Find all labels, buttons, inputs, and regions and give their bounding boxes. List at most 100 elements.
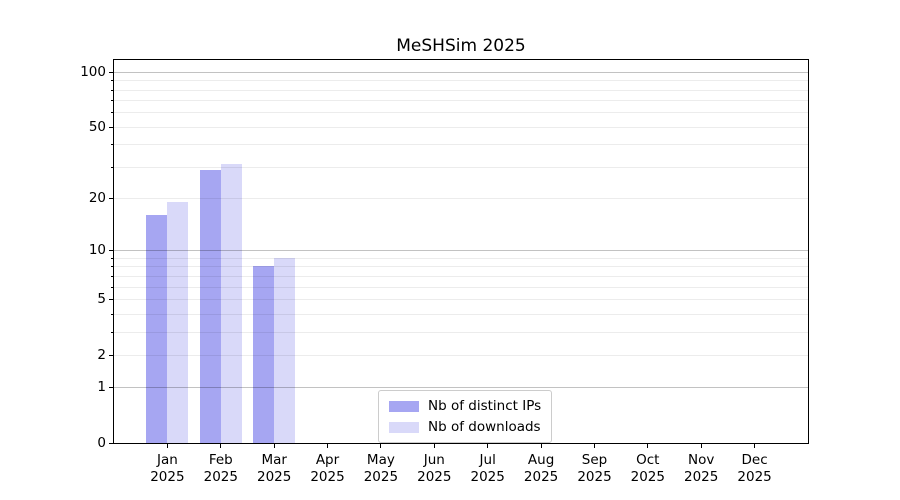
bar-distinct-ips-feb — [199, 169, 221, 443]
x-tick — [540, 443, 542, 448]
legend-item-downloads: Nb of downloads — [389, 419, 541, 435]
chart-title: MeSHSim 2025 — [396, 36, 526, 56]
gridline-minor — [114, 126, 808, 128]
x-tick-month: Feb — [208, 452, 233, 468]
gridline-major — [114, 71, 808, 73]
y-minor-tick — [111, 112, 113, 114]
x-tick-label-jan: Jan 2025 — [132, 452, 202, 486]
x-tick-year: 2025 — [684, 469, 719, 485]
x-tick-label-aug: Aug 2025 — [506, 452, 576, 486]
bar-downloads-feb — [220, 164, 242, 443]
x-tick-month: Sep — [581, 452, 608, 468]
x-tick-month: Oct — [636, 452, 660, 468]
gridline-minor — [114, 100, 808, 102]
y-tick-label: 2 — [97, 346, 106, 363]
gridline-minor — [114, 166, 808, 168]
x-tick-month: Apr — [315, 452, 340, 468]
x-tick-month: Nov — [688, 452, 715, 468]
plot-area: Nb of distinct IPs Nb of downloads — [113, 59, 809, 444]
y-minor-tick — [111, 144, 113, 146]
y-tick-label: 1 — [97, 379, 106, 396]
y-tick-label: 10 — [88, 242, 106, 259]
gridline-minor — [114, 89, 808, 91]
y-tick — [109, 71, 113, 73]
y-tick — [109, 354, 113, 356]
x-tick-year: 2025 — [150, 469, 185, 485]
y-minor-tick — [111, 313, 113, 315]
x-tick-year: 2025 — [203, 469, 238, 485]
legend-swatch-distinct-ips — [389, 400, 419, 412]
bar-downloads-mar — [274, 257, 296, 443]
y-tick-label: 100 — [80, 63, 106, 80]
x-tick-year: 2025 — [257, 469, 292, 485]
legend: Nb of distinct IPs Nb of downloads — [378, 390, 553, 443]
y-minor-tick — [111, 286, 113, 288]
gridline-minor — [114, 275, 808, 277]
gridline-minor — [114, 257, 808, 259]
grid-layer — [114, 60, 808, 443]
x-tick — [380, 443, 382, 448]
y-tick-label: 20 — [88, 190, 106, 207]
x-tick-label-mar: Mar 2025 — [239, 452, 309, 486]
x-tick-label-may: May 2025 — [346, 452, 416, 486]
legend-label-distinct-ips: Nb of distinct IPs — [428, 398, 542, 414]
y-tick — [109, 298, 113, 300]
x-tick — [327, 443, 328, 448]
gridline-minor — [114, 112, 808, 114]
y-minor-tick — [111, 80, 113, 82]
x-tick-year: 2025 — [363, 469, 399, 485]
x-tick — [166, 443, 168, 448]
bar-downloads-jan — [167, 202, 189, 443]
y-tick — [109, 443, 113, 444]
y-tick — [109, 250, 113, 252]
gridline-minor — [114, 80, 808, 82]
gridline-minor — [114, 354, 808, 356]
y-minor-tick — [111, 166, 113, 168]
x-tick — [220, 443, 222, 448]
gridline-minor — [114, 198, 808, 200]
y-tick — [109, 126, 113, 128]
legend-item-distinct-ips: Nb of distinct IPs — [389, 398, 541, 414]
x-tick-label-sep: Sep 2025 — [560, 452, 630, 486]
x-tick-label-nov: Nov 2025 — [666, 452, 736, 486]
x-tick — [433, 443, 435, 448]
bars-layer — [114, 60, 808, 443]
x-tick — [647, 443, 649, 448]
y-tick-label: 0 — [97, 435, 106, 451]
y-tick-label: 50 — [88, 118, 106, 135]
y-minor-tick — [111, 266, 113, 268]
y-minor-tick — [111, 257, 113, 259]
x-tick-year: 2025 — [417, 469, 452, 485]
x-tick-label-apr: Apr 2025 — [293, 452, 363, 486]
x-tick-label-jun: Jun 2025 — [399, 452, 469, 486]
y-tick — [109, 387, 113, 389]
x-tick — [273, 443, 275, 448]
y-minor-tick — [111, 275, 113, 277]
legend-label-downloads: Nb of downloads — [428, 419, 541, 435]
x-tick — [754, 443, 756, 448]
gridline-minor — [114, 286, 808, 288]
y-minor-tick — [111, 331, 113, 333]
x-tick — [487, 443, 489, 448]
gridline-minor — [114, 144, 808, 146]
x-tick — [594, 443, 595, 448]
gridline-major — [114, 387, 808, 389]
x-tick-label-oct: Oct 2025 — [613, 452, 683, 486]
gridline-minor — [114, 266, 808, 268]
x-tick-month: Dec — [741, 452, 768, 468]
x-tick-year: 2025 — [737, 469, 772, 485]
x-tick-month: Jun — [423, 452, 445, 468]
x-tick-month: Jul — [479, 452, 496, 468]
gridline-minor — [114, 331, 808, 333]
y-tick-label: 5 — [97, 290, 106, 307]
x-tick-year: 2025 — [523, 469, 559, 485]
x-tick-year: 2025 — [577, 469, 612, 485]
bar-distinct-ips-jan — [146, 215, 168, 443]
legend-swatch-downloads — [389, 421, 419, 433]
x-tick — [700, 443, 702, 448]
x-tick-month: Jan — [156, 452, 178, 468]
gridline-minor — [114, 313, 808, 315]
x-tick-month: May — [366, 452, 395, 468]
x-tick-year: 2025 — [630, 469, 665, 485]
